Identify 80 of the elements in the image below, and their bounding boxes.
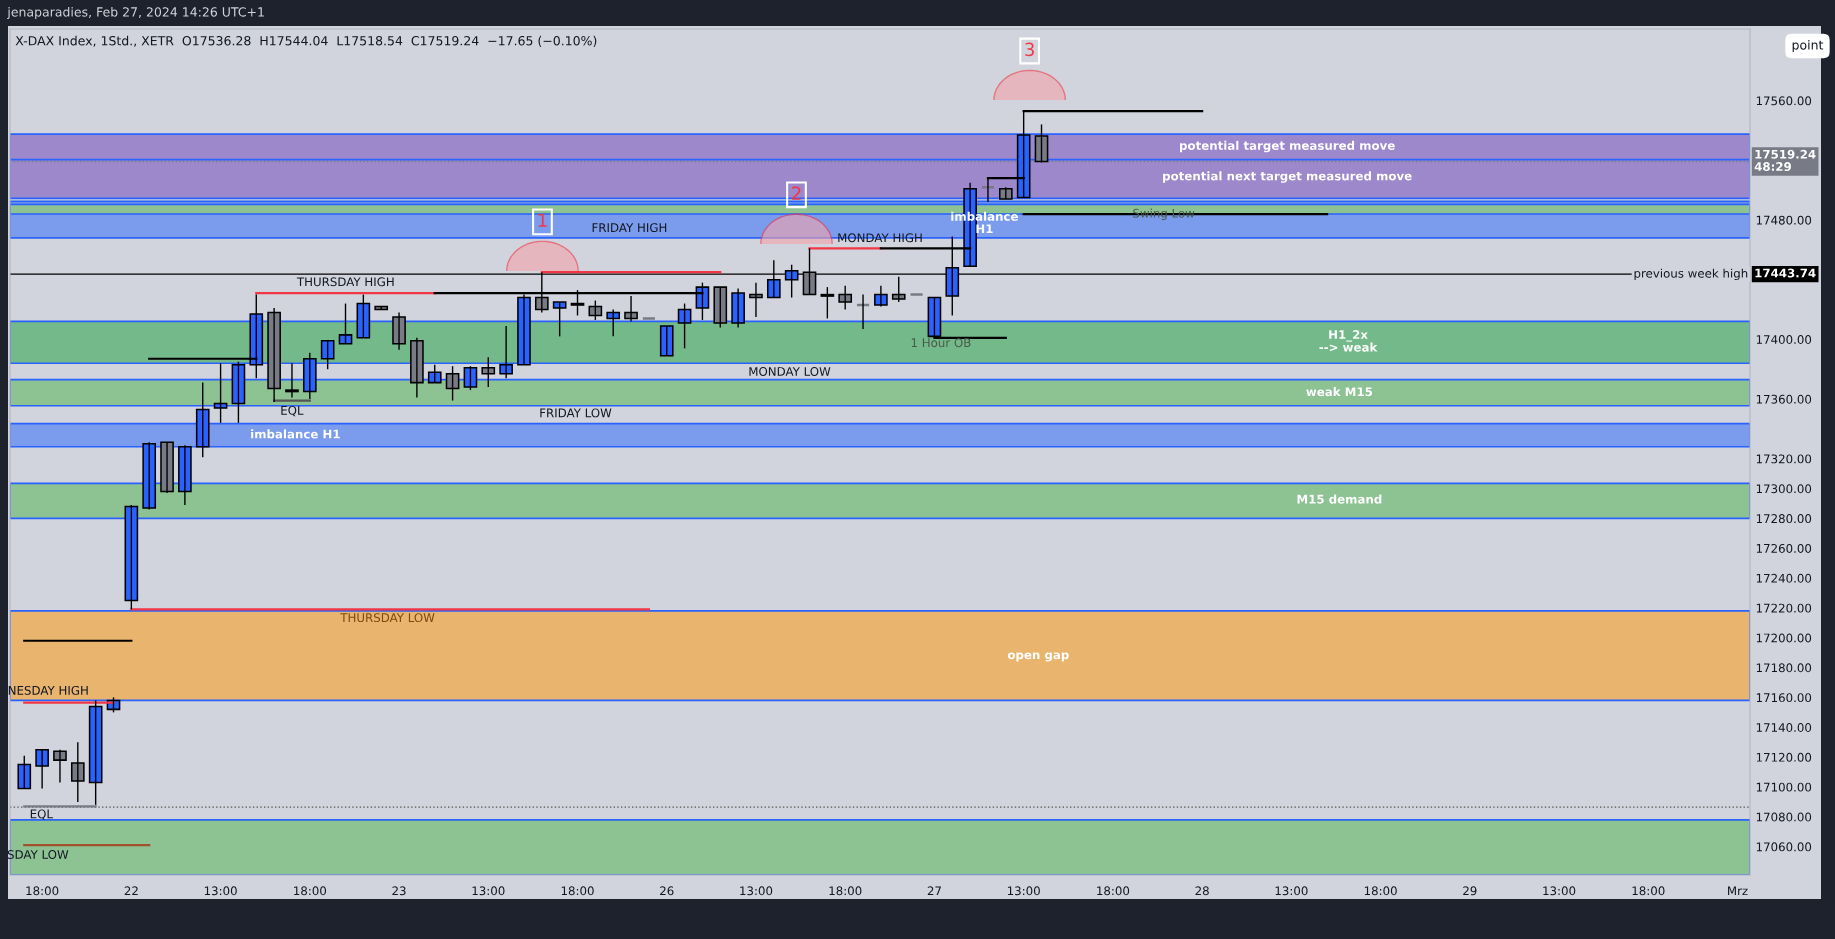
x-tick-label: 18:00 <box>829 886 862 896</box>
annotation: THURSDAY HIGH <box>296 277 394 287</box>
x-tick-label: 28 <box>1195 886 1209 896</box>
candlestick <box>855 293 871 330</box>
y-tick-label: 17100.00 <box>1756 782 1812 792</box>
y-tick-label: 17280.00 <box>1756 514 1812 524</box>
y-tick-label: 17560.00 <box>1756 96 1812 106</box>
y-tick-label: 17160.00 <box>1756 693 1812 703</box>
x-tick-label: 18:00 <box>294 886 327 896</box>
x-tick-label: 18:00 <box>1364 886 1397 896</box>
annotation: MONDAY HIGH <box>838 233 922 243</box>
candlestick <box>820 286 835 320</box>
annotation: FRIDAY LOW <box>540 408 612 418</box>
x-tick-label: 27 <box>927 886 941 896</box>
annotation: EQL <box>30 809 53 820</box>
candlestick <box>53 748 67 784</box>
annotation: 2 <box>792 186 801 200</box>
y-tick-label: 17480.00 <box>1756 215 1812 225</box>
text: jenaparadies, Feb 27, 2024 14:26 UTC+1 <box>7 6 264 20</box>
annotation: potential next target measured move <box>1163 171 1412 183</box>
y-tick-label: 17400.00 <box>1756 335 1812 344</box>
ref-line-label: 17443.74 <box>1755 268 1816 278</box>
x-tick-label: Mrz <box>1728 886 1748 896</box>
y-tick-label: 17120.00 <box>1756 752 1812 762</box>
annotation: H1_2x --> weak <box>1319 330 1378 352</box>
annotation: open gap <box>1007 652 1069 662</box>
candlestick <box>17 754 32 790</box>
x-tick-label: 13:00 <box>204 886 237 896</box>
candlestick <box>285 362 299 399</box>
candlestick <box>713 286 728 329</box>
x-tick-label: 13:00 <box>740 886 773 896</box>
y-tick-label: 17360.00 <box>1756 394 1812 404</box>
ref-line-label: 17519.24 48:29 <box>1754 149 1816 172</box>
y-tick-label: 17200.00 <box>1756 633 1812 643</box>
annotation: EQL <box>281 405 304 417</box>
y-tick-label: 17060.00 <box>1756 842 1812 852</box>
x-tick-label: 18:00 <box>1097 886 1130 896</box>
x-tick-label: 18:00 <box>1632 886 1665 896</box>
x-tick-label: 18:00 <box>561 886 594 896</box>
x-tick-label: 22 <box>124 886 138 896</box>
y-tick-label: 17240.00 <box>1756 573 1812 583</box>
chart-title: X-DAX Index, 1Std., XETR O17536.28 H17544.04 L17518.54 C17519.24 −17.65 (−0.10%) <box>15 35 597 47</box>
x-tick-label: 13:00 <box>472 886 505 896</box>
x-tick-label: 13:00 <box>1543 886 1576 896</box>
annotation: previous week high <box>1634 268 1748 281</box>
candlestick <box>998 186 1013 200</box>
candlestick <box>891 275 906 303</box>
annotation: 3 <box>1025 42 1034 57</box>
annotation: 1 Hour OB <box>911 338 971 348</box>
candlestick <box>392 311 406 351</box>
x-tick-label: 23 <box>392 886 406 896</box>
y-tick-label: 17080.00 <box>1756 812 1812 822</box>
x-tick-label: 29 <box>1463 886 1477 896</box>
y-tick-label: 17320.00 <box>1756 454 1812 464</box>
annotation: NESDAY HIGH <box>8 685 88 695</box>
candlestick <box>659 325 674 357</box>
annotation: weak M15 <box>1306 387 1373 397</box>
annotation: THURSDAY LOW <box>340 613 435 623</box>
annotation: potential target measured move <box>1180 140 1395 153</box>
annotation: FRIDAY HIGH <box>592 223 667 233</box>
text: point <box>1792 39 1824 53</box>
candlestick <box>838 284 853 311</box>
y-tick-label: 17220.00 <box>1756 603 1812 613</box>
annotation: M15 demand <box>1297 494 1382 504</box>
annotation: Swing Low <box>1133 208 1195 220</box>
candlestick <box>35 748 49 790</box>
x-tick-label: 26 <box>660 886 674 896</box>
y-tick-label: 17140.00 <box>1756 723 1812 732</box>
y-tick-label: 17300.00 <box>1756 484 1812 494</box>
y-tick-label: 17180.00 <box>1756 663 1812 673</box>
candlestick <box>70 741 85 803</box>
annotation: SDAY LOW <box>7 850 69 859</box>
annotation: MONDAY LOW <box>749 366 831 376</box>
y-tick-label: 17260.00 <box>1756 543 1812 553</box>
annotation: 1 <box>538 213 547 227</box>
candlestick <box>481 356 496 388</box>
annotation: imbalance H1 <box>251 429 340 439</box>
x-tick-label: 13:00 <box>1275 886 1308 896</box>
x-tick-label: 18:00 <box>26 886 59 896</box>
x-tick-label: 13:00 <box>1007 886 1040 896</box>
